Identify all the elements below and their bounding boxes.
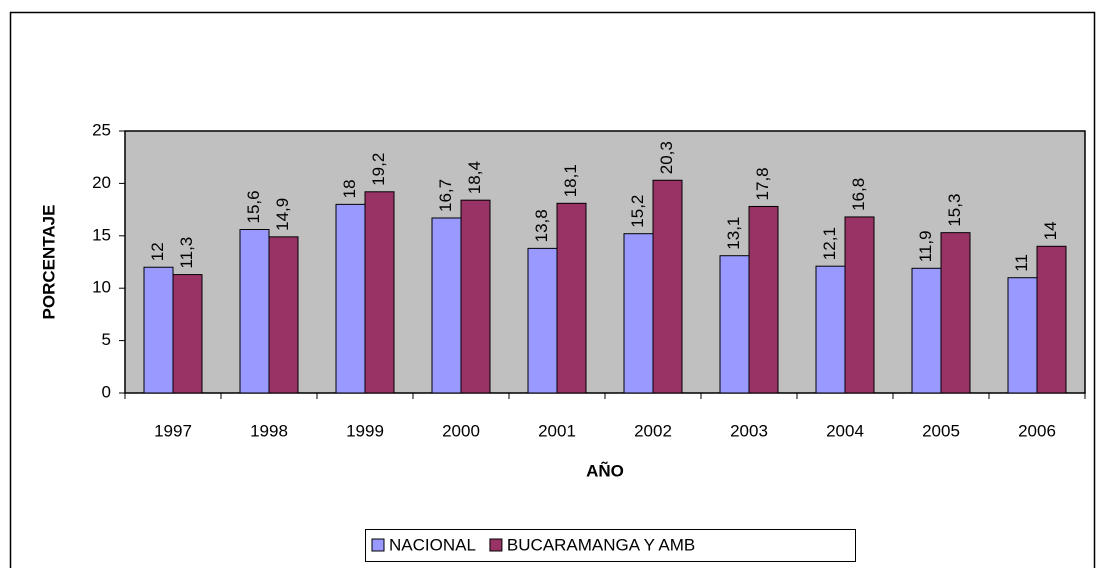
y-tick-label: 0 (102, 382, 111, 401)
data-label: 19,2 (369, 153, 388, 186)
x-tick-label: 2001 (538, 421, 576, 440)
bar (911, 267, 942, 394)
bar (1007, 277, 1038, 394)
y-tick-label: 20 (92, 173, 111, 192)
bar (527, 247, 558, 394)
data-label: 18,4 (465, 161, 484, 194)
bar (815, 265, 846, 394)
y-axis-title: PORCENTAJE (39, 205, 58, 320)
bar (431, 217, 462, 394)
x-tick-label: 1999 (346, 421, 384, 440)
bar (460, 199, 491, 394)
data-label: 11 (1012, 254, 1031, 272)
bar (652, 179, 683, 394)
x-tick-label: 2006 (1018, 421, 1056, 440)
x-tick-label: 2004 (826, 421, 864, 440)
legend-box (365, 529, 856, 562)
data-label: 14 (1041, 221, 1060, 240)
data-label: 11,9 (916, 230, 935, 262)
legend-label: BUCARAMANGA Y AMB (507, 535, 695, 554)
bar (172, 274, 203, 394)
bar (143, 266, 174, 394)
bar (239, 229, 270, 394)
data-label: 15,6 (244, 190, 263, 223)
bar (1036, 245, 1067, 394)
data-label: 15,2 (628, 195, 647, 228)
data-label: 16,7 (436, 179, 455, 212)
bar (364, 191, 395, 394)
x-tick-label: 1998 (250, 421, 288, 440)
data-label: 20,3 (657, 141, 676, 174)
x-tick-label: 2002 (634, 421, 672, 440)
bar (748, 205, 779, 394)
data-label: 11,3 (177, 237, 196, 269)
x-tick-label: 2005 (922, 421, 960, 440)
bar (719, 255, 750, 394)
data-label: 12 (148, 242, 167, 261)
y-tick-label: 5 (102, 330, 111, 349)
legend-swatch (371, 538, 385, 552)
legend-swatch (489, 538, 503, 552)
bar (556, 202, 587, 394)
data-label: 18,1 (561, 164, 580, 197)
bar (335, 203, 366, 394)
y-tick-label: 25 (92, 120, 111, 139)
y-tick-label: 15 (92, 225, 111, 244)
y-tick-label: 10 (92, 278, 111, 297)
data-label: 14,9 (273, 198, 292, 231)
bar (940, 232, 971, 394)
x-axis-title: AÑO (586, 460, 624, 480)
data-label: 13,1 (724, 217, 743, 250)
data-label: 16,8 (849, 178, 868, 211)
bar (844, 216, 875, 394)
data-label: 18 (340, 179, 359, 198)
bar (268, 236, 299, 394)
data-label: 15,3 (945, 194, 964, 227)
data-label: 13,8 (532, 209, 551, 242)
x-tick-label: 2000 (442, 421, 480, 440)
x-tick-label: 1997 (154, 421, 192, 440)
data-label: 12,1 (820, 227, 839, 260)
bar (623, 233, 654, 394)
x-tick-label: 2003 (730, 421, 768, 440)
data-label: 17,8 (753, 167, 772, 200)
legend-label: NACIONAL (389, 535, 476, 554)
